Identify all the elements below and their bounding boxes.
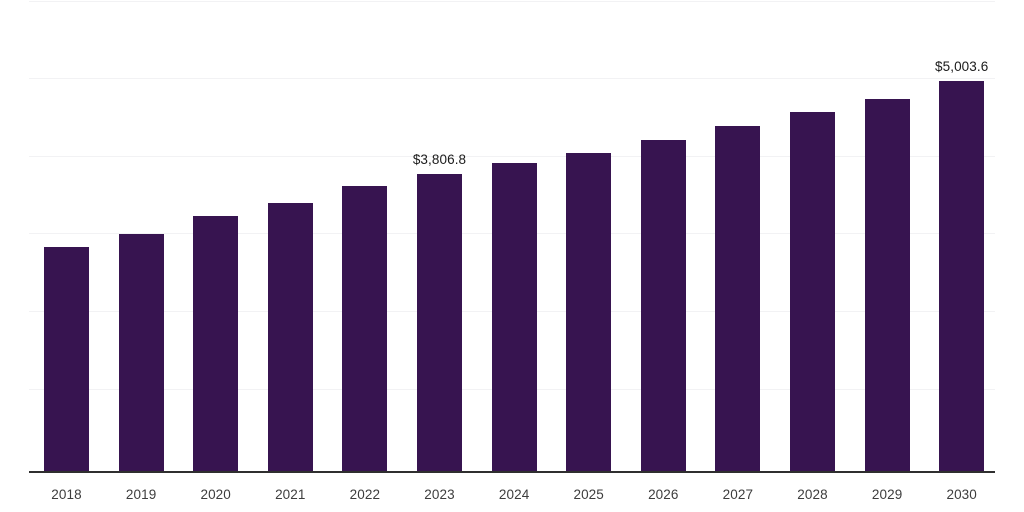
x-tick-label-2021: 2021 xyxy=(275,487,306,502)
bar-value-label-2023: $3,806.8 xyxy=(412,152,467,168)
x-tick-label-2018: 2018 xyxy=(51,487,82,502)
x-tick-label-2029: 2029 xyxy=(871,487,903,502)
bar-2027[interactable] xyxy=(715,125,761,471)
x-tick-label-2019: 2019 xyxy=(125,487,157,502)
bar-2024[interactable] xyxy=(491,163,537,471)
x-tick-label-2028: 2028 xyxy=(797,487,828,502)
x-tick-label-2027: 2027 xyxy=(722,487,754,502)
bar-2025[interactable] xyxy=(566,152,612,471)
bar-value-label-2030: $5,003.6 xyxy=(935,59,989,75)
x-tick-label-2026: 2026 xyxy=(648,487,679,502)
x-tick-label-2024: 2024 xyxy=(498,487,530,502)
x-tick-label-2020: 2020 xyxy=(200,487,231,502)
bar-2023[interactable] xyxy=(417,174,462,471)
gridline xyxy=(29,78,995,79)
gridline xyxy=(29,1,995,2)
bar-2030[interactable] xyxy=(939,81,985,471)
gridline xyxy=(29,156,995,157)
bar-2029[interactable] xyxy=(864,99,910,471)
x-tick-label-2023: 2023 xyxy=(424,487,455,502)
bar-2028[interactable] xyxy=(790,111,835,471)
x-tick-label-2025: 2025 xyxy=(573,487,604,502)
bar-2018[interactable] xyxy=(44,246,89,471)
bar-2022[interactable] xyxy=(342,186,388,471)
x-tick-label-2022: 2022 xyxy=(349,487,381,502)
bar-2021[interactable] xyxy=(267,202,313,471)
x-axis-line xyxy=(29,471,995,473)
bar-2026[interactable] xyxy=(640,139,686,471)
bar-2020[interactable] xyxy=(193,215,239,471)
bar-2019[interactable] xyxy=(118,233,164,471)
x-tick-label-2030: 2030 xyxy=(946,487,977,502)
